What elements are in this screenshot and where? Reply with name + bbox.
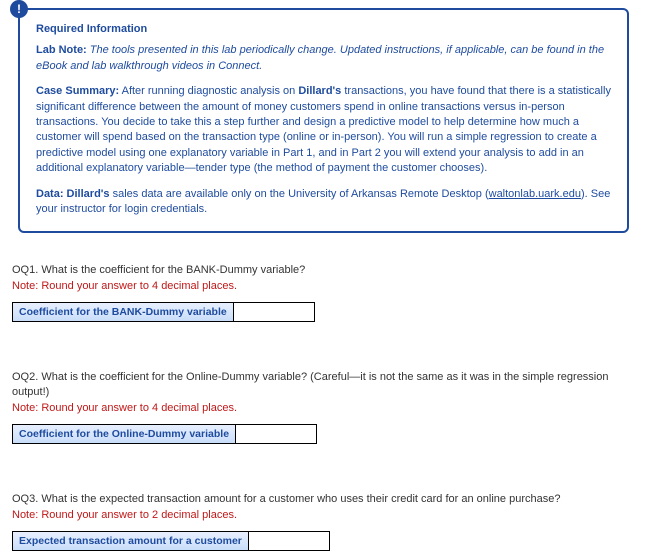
lab-note-text: The tools presented in this lab periodic… bbox=[36, 44, 604, 71]
q1-answer-row: Coefficient for the BANK-Dummy variable bbox=[12, 302, 315, 322]
required-info-box: ! Required Information Lab Note: The too… bbox=[18, 8, 629, 233]
required-info-title: Required Information bbox=[36, 22, 611, 37]
q3-note: Note: Round your answer to 2 decimal pla… bbox=[12, 509, 635, 521]
q3-answer-label: Expected transaction amount for a custom… bbox=[13, 532, 249, 550]
case-company: Dillard's bbox=[298, 85, 341, 97]
case-summary-label: Case Summary: bbox=[36, 85, 119, 97]
q2-prompt: OQ2. What is the coefficient for the Onl… bbox=[12, 370, 635, 400]
case-summary-paragraph: Case Summary: After running diagnostic a… bbox=[36, 84, 611, 176]
lab-note-label: Lab Note: bbox=[36, 44, 87, 56]
q3-answer-row: Expected transaction amount for a custom… bbox=[12, 531, 330, 551]
question-1: OQ1. What is the coefficient for the BAN… bbox=[12, 263, 635, 322]
q1-note: Note: Round your answer to 4 decimal pla… bbox=[12, 280, 635, 292]
q1-answer-label: Coefficient for the BANK-Dummy variable bbox=[13, 303, 234, 321]
question-2: OQ2. What is the coefficient for the Onl… bbox=[12, 370, 635, 444]
data-label: Data: Dillard's bbox=[36, 188, 110, 200]
q3-prompt: OQ3. What is the expected transaction am… bbox=[12, 492, 635, 507]
case-text-a: After running diagnostic analysis on bbox=[119, 85, 298, 97]
case-text-b: transactions, you have found that there … bbox=[36, 85, 611, 174]
q2-note: Note: Round your answer to 4 decimal pla… bbox=[12, 402, 635, 414]
data-link[interactable]: waltonlab.uark.edu bbox=[489, 188, 581, 200]
q2-answer-label: Coefficient for the Online-Dummy variabl… bbox=[13, 425, 236, 443]
q1-answer-input[interactable] bbox=[234, 303, 314, 321]
q2-answer-row: Coefficient for the Online-Dummy variabl… bbox=[12, 424, 317, 444]
alert-icon: ! bbox=[10, 0, 28, 18]
question-3: OQ3. What is the expected transaction am… bbox=[12, 492, 635, 551]
lab-note-paragraph: Lab Note: The tools presented in this la… bbox=[36, 43, 611, 74]
data-paragraph: Data: Dillard's sales data are available… bbox=[36, 187, 611, 218]
q3-answer-input[interactable] bbox=[249, 532, 329, 550]
q1-prompt: OQ1. What is the coefficient for the BAN… bbox=[12, 263, 635, 278]
data-text-a: sales data are available only on the Uni… bbox=[110, 188, 489, 200]
q2-answer-input[interactable] bbox=[236, 425, 316, 443]
